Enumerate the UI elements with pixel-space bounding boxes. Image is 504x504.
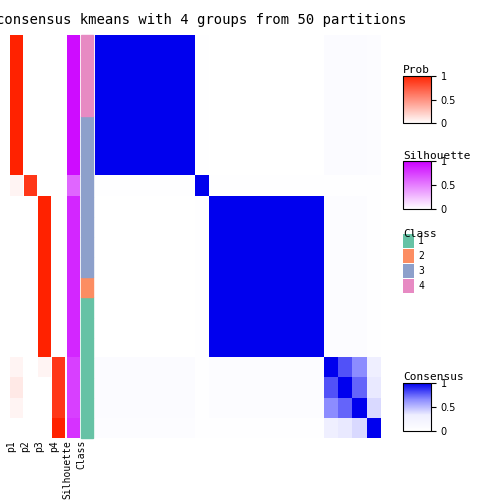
Bar xyxy=(81,55,93,76)
Bar xyxy=(81,338,93,358)
X-axis label: p2: p2 xyxy=(20,440,30,452)
Bar xyxy=(81,197,93,217)
Bar xyxy=(81,35,93,55)
X-axis label: p3: p3 xyxy=(34,440,44,452)
Text: Prob: Prob xyxy=(403,65,430,75)
Bar xyxy=(81,176,93,197)
Bar xyxy=(81,358,93,378)
X-axis label: p4: p4 xyxy=(48,440,58,452)
Text: 1: 1 xyxy=(418,236,424,246)
Bar xyxy=(81,277,93,297)
X-axis label: Class: Class xyxy=(77,440,87,469)
Text: 2: 2 xyxy=(418,251,424,261)
Bar xyxy=(81,378,93,398)
Bar xyxy=(81,156,93,176)
Text: 3: 3 xyxy=(418,266,424,276)
Bar xyxy=(81,297,93,318)
Bar xyxy=(81,217,93,237)
Bar xyxy=(81,418,93,438)
Bar xyxy=(81,398,93,418)
Text: Class: Class xyxy=(403,229,437,239)
Bar xyxy=(81,76,93,96)
Bar xyxy=(81,116,93,136)
X-axis label: Silhouette: Silhouette xyxy=(62,440,73,498)
Text: consensus kmeans with 4 groups from 50 partitions: consensus kmeans with 4 groups from 50 p… xyxy=(0,13,407,27)
Bar xyxy=(81,257,93,277)
Text: Consensus: Consensus xyxy=(403,372,464,382)
Text: Silhouette: Silhouette xyxy=(403,151,471,160)
X-axis label: p1: p1 xyxy=(6,440,16,452)
Bar xyxy=(81,96,93,116)
Bar xyxy=(81,136,93,156)
Bar xyxy=(81,318,93,338)
Text: 4: 4 xyxy=(418,281,424,291)
Bar xyxy=(81,237,93,257)
